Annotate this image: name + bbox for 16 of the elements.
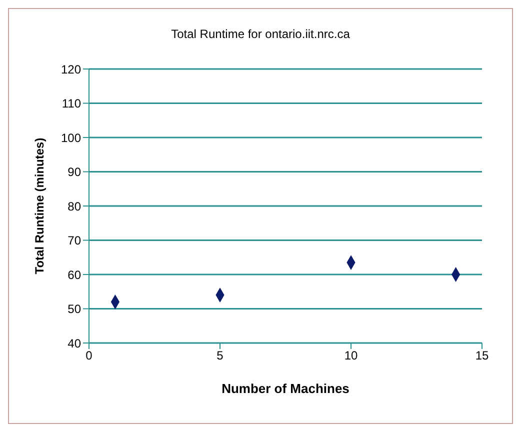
y-tick-label: 50 [68, 302, 82, 316]
y-tick-label: 120 [60, 62, 82, 76]
x-tick-label: 10 [344, 348, 358, 363]
y-tick-label: 60 [68, 268, 82, 282]
y-tick-label: 110 [62, 96, 82, 111]
x-tick-label: 15 [475, 348, 489, 363]
chart-title: Total Runtime for ontario.iit.nrc.ca [170, 27, 351, 41]
y-tick-label: 70 [68, 234, 82, 248]
y-tick-label: 90 [68, 165, 82, 180]
x-tick-label: 5 [216, 348, 224, 363]
x-tick-label: 0 [86, 348, 93, 363]
x-axis-title: Number of Machines [222, 381, 350, 396]
y-tick-label: 100 [60, 130, 82, 145]
y-tick-label: 80 [68, 199, 82, 214]
y-axis-title: Total Runtime (minutes) [32, 138, 46, 274]
y-tick-label: 40 [68, 336, 82, 350]
